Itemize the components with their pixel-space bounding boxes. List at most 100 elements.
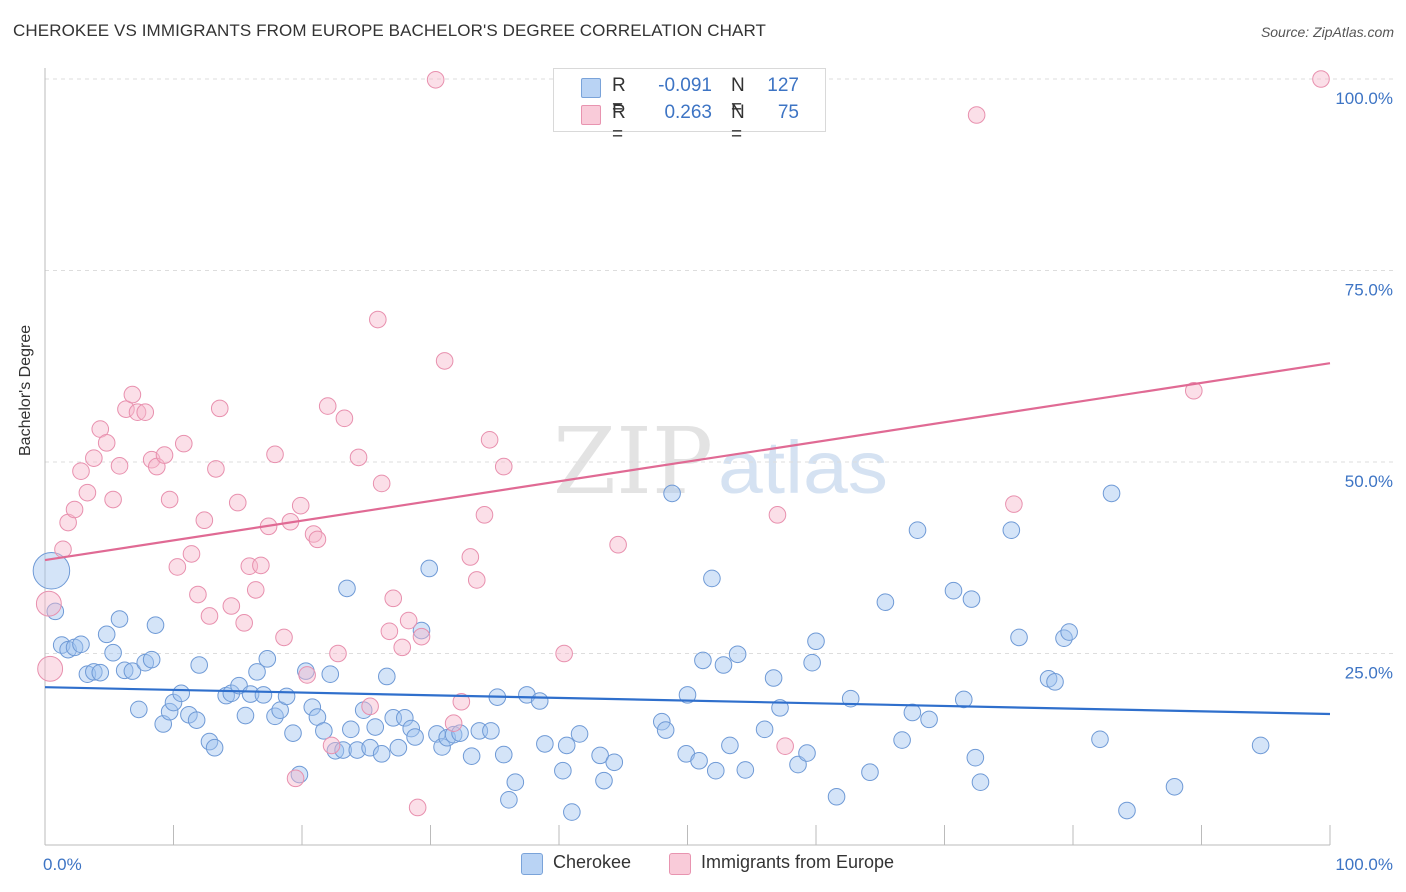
data-point (366, 718, 385, 736)
data-point (1118, 801, 1136, 820)
r-value: 0.263 (664, 102, 712, 123)
source-note: Source: ZipAtlas.com (1260, 24, 1394, 40)
data-point (402, 719, 421, 738)
x-tick-label: 0.0% (43, 855, 82, 874)
tick-labels: 25.0% 50.0% 75.0% 100.0% 0.0% 100.0% (43, 89, 1393, 874)
data-point (563, 803, 581, 821)
data-point (706, 761, 725, 780)
data-point (755, 720, 774, 739)
data-point (555, 644, 573, 663)
data-point (609, 535, 627, 554)
legend-label: Cherokee (553, 852, 632, 872)
n-value: 75 (777, 102, 799, 123)
data-point (406, 728, 424, 746)
data-point (65, 500, 84, 519)
data-point (361, 738, 379, 757)
data-point (714, 656, 733, 674)
data-point (308, 530, 327, 549)
data-point (190, 656, 208, 674)
data-point (72, 635, 90, 654)
stats-swatch-blue (581, 78, 601, 98)
data-point (252, 556, 270, 575)
data-point (123, 385, 142, 404)
data-point (117, 400, 135, 418)
data-point (694, 651, 712, 670)
data-point (349, 448, 368, 467)
data-point (334, 741, 352, 759)
series-blue (32, 484, 1270, 821)
stats-box: R = -0.091 N = 127 R = 0.263 N = 75 (553, 68, 826, 145)
n-label: N = (731, 102, 745, 145)
r-label: R = (612, 75, 626, 118)
data-point (399, 611, 418, 630)
data-point (518, 686, 536, 704)
data-point (506, 773, 525, 791)
data-point (361, 697, 379, 716)
data-point (35, 590, 62, 617)
data-point (554, 761, 572, 780)
data-point (876, 593, 895, 611)
data-point (291, 496, 310, 515)
data-point (420, 559, 439, 578)
data-point (329, 644, 347, 663)
data-point (530, 692, 549, 710)
data-point (222, 597, 241, 615)
data-point (656, 721, 675, 739)
data-point (321, 665, 340, 683)
legend-swatch-pink (669, 853, 691, 875)
data-point (372, 745, 391, 763)
data-point (37, 655, 64, 682)
data-point (266, 445, 284, 464)
data-point (205, 738, 224, 757)
data-point (322, 736, 341, 755)
data-point (303, 698, 322, 716)
data-point (228, 493, 247, 512)
data-point (954, 690, 973, 709)
data-point (128, 403, 147, 422)
data-point (286, 769, 305, 788)
data-point (372, 474, 391, 493)
data-point (736, 761, 755, 779)
data-point (1002, 521, 1021, 539)
data-point (861, 763, 879, 782)
data-point (136, 403, 155, 422)
data-point (348, 741, 367, 759)
data-point (195, 511, 214, 530)
data-point (222, 684, 241, 703)
data-point (248, 663, 266, 681)
data-point (172, 684, 191, 703)
data-point (160, 490, 179, 509)
data-point (703, 569, 721, 588)
data-point (110, 457, 129, 475)
data-point (433, 738, 451, 756)
data-point (189, 585, 207, 604)
data-point (728, 645, 747, 664)
data-point (494, 457, 513, 476)
data-point (462, 747, 481, 765)
data-point (798, 744, 816, 762)
data-point (298, 666, 316, 684)
y-tick-label: 75.0% (1345, 281, 1393, 300)
data-point (315, 722, 333, 740)
data-point (482, 722, 500, 740)
data-point (451, 724, 469, 742)
data-point (591, 746, 609, 765)
data-point (160, 702, 179, 721)
data-point (54, 540, 72, 559)
watermark-atlas: atlas (718, 426, 888, 509)
data-point (78, 483, 97, 502)
data-point (452, 692, 471, 711)
data-point (284, 724, 302, 742)
data-point (258, 650, 277, 668)
data-point (104, 643, 122, 662)
data-point (893, 731, 911, 749)
data-point (187, 711, 206, 729)
data-point (803, 653, 821, 672)
n-label: N = (731, 75, 745, 118)
data-point (461, 548, 480, 566)
data-point (908, 521, 927, 539)
data-point (557, 736, 576, 755)
data-point (807, 632, 825, 651)
data-point (1102, 484, 1121, 503)
legend-label: Immigrants from Europe (701, 852, 895, 872)
